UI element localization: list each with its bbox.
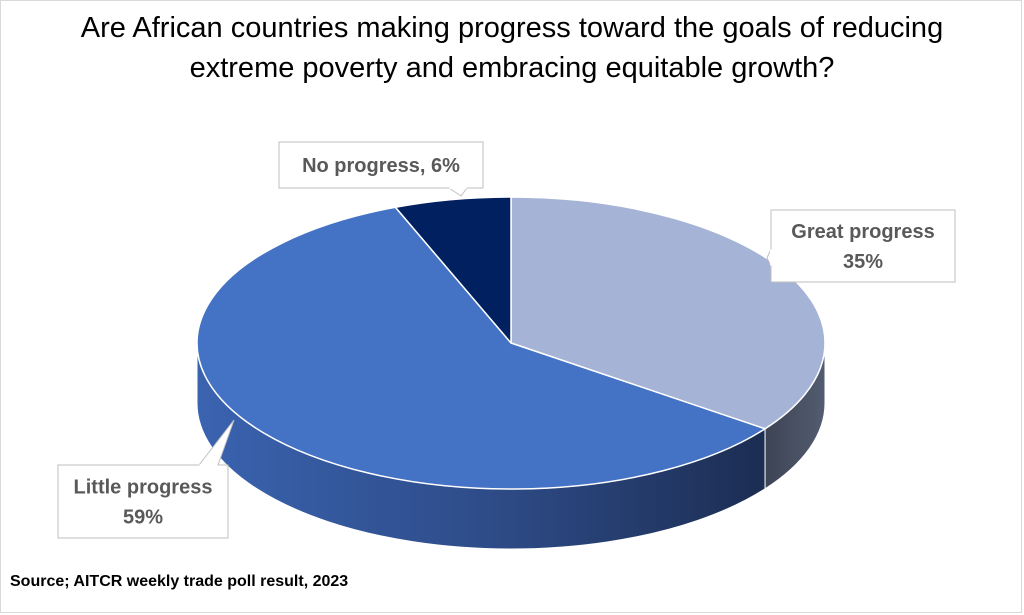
source-note: Source; AITCR weekly trade poll result, … [10,573,349,590]
pie-slice-little-progress [196,206,766,490]
pie-tops [196,196,826,490]
data-label-no-progress: No progress, 6% [302,155,460,177]
callout-no-progress: No progress, 6% [278,141,484,197]
callout-box [770,209,956,283]
chart-title: Are African countries making progress to… [80,12,944,84]
data-label-great-progress-line2: 35% [843,251,883,273]
callout-pointer [447,187,468,197]
callout-little-progress: Little progress 59% [57,419,235,539]
data-label-little-progress-line1: Little progress [74,477,213,499]
data-label-great-progress-line1: Great progress [791,221,934,243]
data-label-little-progress-line2: 59% [123,507,163,529]
callout-box [57,464,229,539]
callout-great-progress: Great progress 35% [766,209,956,283]
callout-box [278,141,484,189]
pie-callouts: Great progress 35% Little progress 59% No pr… [57,141,956,539]
pie-slice-no-progress [394,196,512,344]
